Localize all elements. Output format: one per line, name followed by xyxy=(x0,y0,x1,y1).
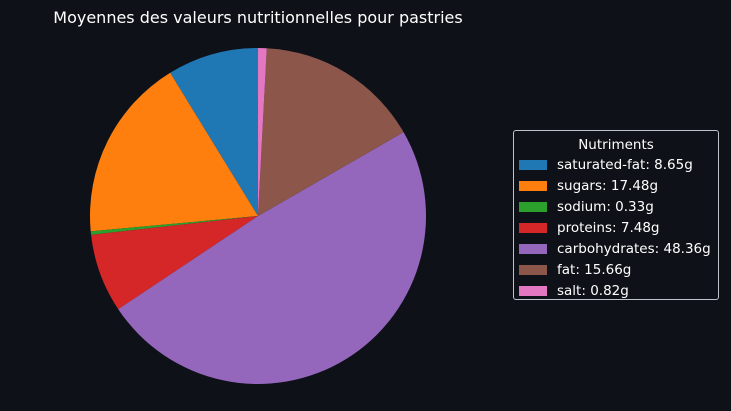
pie-slice-saturated-fat xyxy=(170,48,258,216)
legend-item-saturated-fat: saturated-fat: 8.65g xyxy=(514,154,718,175)
chart-title: Moyennes des valeurs nutritionnelles pou… xyxy=(53,8,463,27)
legend-item-fat: fat: 15.66g xyxy=(514,259,718,280)
legend-swatch xyxy=(519,201,547,212)
pie-slice-sugars xyxy=(90,72,259,232)
legend-label: sugars: 17.48g xyxy=(557,177,659,194)
legend-item-sodium: sodium: 0.33g xyxy=(514,196,718,217)
legend-label: sodium: 0.33g xyxy=(557,198,654,215)
legend: Nutriments saturated-fat: 8.65g sugars: 1… xyxy=(513,130,719,300)
legend-label: proteins: 7.48g xyxy=(557,219,660,236)
legend-swatch xyxy=(519,159,547,170)
legend-label: saturated-fat: 8.65g xyxy=(557,156,693,173)
legend-swatch xyxy=(519,243,547,254)
legend-item-proteins: proteins: 7.48g xyxy=(514,217,718,238)
legend-item-salt: salt: 0.82g xyxy=(514,280,718,301)
pie-chart xyxy=(90,48,427,384)
pie-slice-carbohydrates xyxy=(118,132,427,384)
legend-swatch xyxy=(519,264,547,275)
pie-slice-fat xyxy=(258,48,404,216)
legend-items: saturated-fat: 8.65g sugars: 17.48g sodium… xyxy=(514,154,718,301)
legend-label: fat: 15.66g xyxy=(557,261,632,278)
legend-swatch xyxy=(519,222,547,233)
legend-item-sugars: sugars: 17.48g xyxy=(514,175,718,196)
pie-slice-salt xyxy=(258,48,267,216)
pie-slice-proteins xyxy=(91,216,258,310)
legend-swatch xyxy=(519,285,547,296)
legend-item-carbohydrates: carbohydrates: 48.36g xyxy=(514,238,718,259)
pie-slice-sodium xyxy=(90,216,258,235)
legend-title: Nutriments xyxy=(578,137,654,153)
legend-label: salt: 0.82g xyxy=(557,282,629,299)
legend-swatch xyxy=(519,180,547,191)
legend-label: carbohydrates: 48.36g xyxy=(557,240,711,257)
